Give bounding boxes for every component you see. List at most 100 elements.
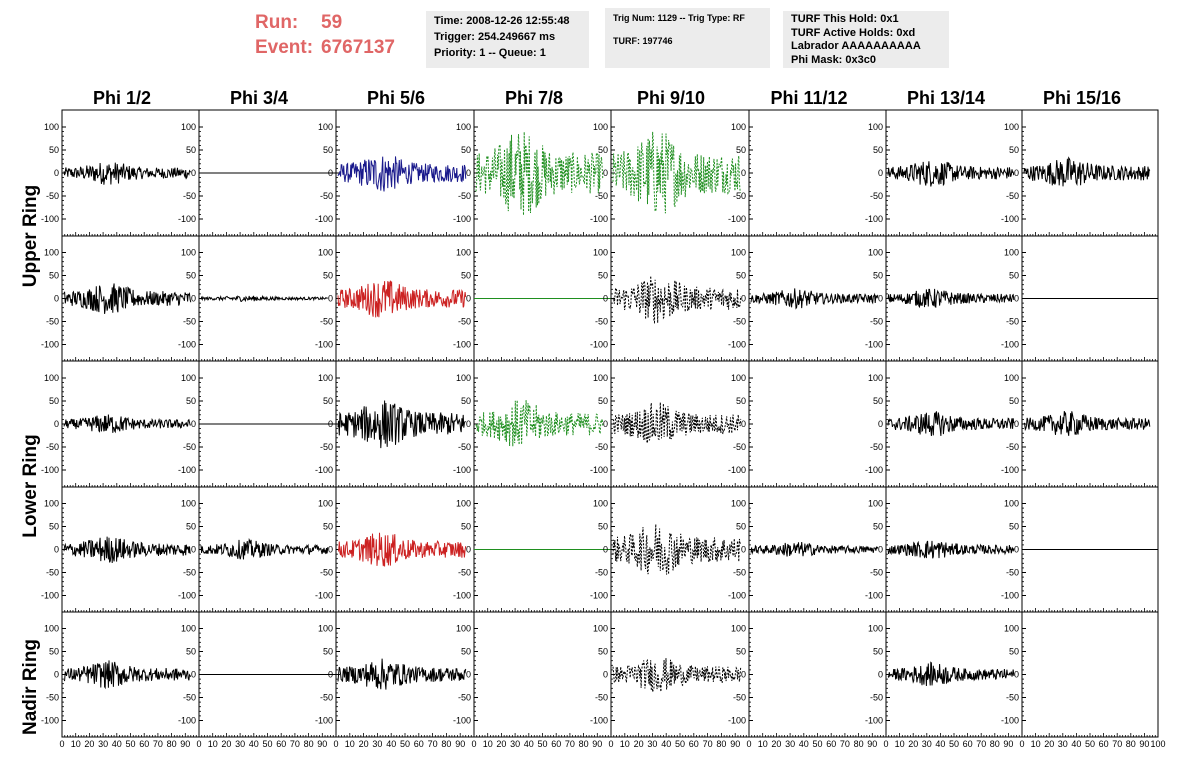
x-tick-label: 0	[59, 739, 64, 749]
x-tick-label: 50	[262, 739, 272, 749]
x-tick-label: 20	[359, 739, 369, 749]
phi-header-6: Phi 11/12	[770, 88, 848, 108]
y-tick-label: 0	[466, 419, 471, 429]
y-tick-label: 0	[741, 168, 746, 178]
x-tick-label: 60	[139, 739, 149, 749]
y-tick-label: -100	[728, 591, 746, 601]
y-tick-label: 0	[878, 670, 883, 680]
y-tick-label: -50	[46, 693, 59, 703]
y-tick-label: -100	[453, 716, 471, 726]
x-tick-label: 80	[304, 739, 314, 749]
y-tick-label: -100	[865, 340, 883, 350]
y-tick-label: 100	[868, 248, 883, 258]
y-tick-label: 50	[49, 145, 59, 155]
x-tick-label: 40	[112, 739, 122, 749]
y-tick-label: -50	[733, 317, 746, 327]
y-tick-label: 100	[456, 624, 471, 634]
x-tick-label: 90	[1003, 739, 1013, 749]
y-tick-label: -50	[320, 693, 333, 703]
y-tick-label: -50	[320, 442, 333, 452]
waveform-trace	[337, 280, 467, 318]
x-tick-label: 30	[235, 739, 245, 749]
y-tick-label: -100	[865, 591, 883, 601]
y-tick-label: -50	[458, 442, 471, 452]
y-tick-label: 0	[54, 419, 59, 429]
run-label: Run:	[255, 12, 299, 33]
x-tick-label: 70	[290, 739, 300, 749]
x-tick-label: 50	[400, 739, 410, 749]
y-tick-label: -50	[870, 693, 883, 703]
waveform-trace	[337, 400, 466, 449]
y-tick-label: 0	[191, 419, 196, 429]
y-tick-label: 100	[181, 499, 196, 509]
x-tick-label: 90	[455, 739, 465, 749]
y-tick-label: 50	[461, 522, 471, 532]
time-info-box: Time: 2008-12-26 12:55:48 Trigger: 254.2…	[426, 11, 589, 68]
waveform-trace	[200, 294, 328, 303]
y-tick-label: 0	[603, 545, 608, 555]
y-tick-label: -100	[315, 340, 333, 350]
waveform-trace	[337, 658, 467, 690]
turf-hold-line: TURF This Hold: 0x1	[791, 13, 899, 25]
y-tick-label: 0	[1014, 419, 1019, 429]
x-tick-label: 50	[125, 739, 135, 749]
x-tick-label: 50	[1085, 739, 1095, 749]
x-tick-label: 70	[976, 739, 986, 749]
y-tick-label: 50	[598, 396, 608, 406]
y-tick-label: 100	[1004, 499, 1019, 509]
y-tick-label: 100	[868, 624, 883, 634]
y-tick-label: 100	[318, 248, 333, 258]
y-tick-label: 100	[181, 248, 196, 258]
y-tick-label: 100	[456, 122, 471, 132]
y-tick-label: -50	[320, 191, 333, 201]
y-tick-label: 50	[873, 396, 883, 406]
y-tick-label: -100	[865, 214, 883, 224]
y-tick-label: 100	[593, 624, 608, 634]
x-tick-label: 60	[963, 739, 973, 749]
y-tick-label: -50	[320, 317, 333, 327]
y-tick-label: 100	[318, 499, 333, 509]
y-tick-label: -100	[41, 716, 59, 726]
x-tick-label: 50	[812, 739, 822, 749]
x-tick-label: 70	[428, 739, 438, 749]
x-tick-label: 0	[196, 739, 201, 749]
y-tick-label: -100	[865, 465, 883, 475]
y-tick-label: 0	[328, 168, 333, 178]
y-tick-label: 100	[731, 122, 746, 132]
y-tick-label: 50	[461, 647, 471, 657]
y-tick-label: 0	[54, 168, 59, 178]
x-tick-label: 40	[935, 739, 945, 749]
y-tick-label: 0	[603, 670, 608, 680]
y-tick-label: -100	[1001, 340, 1019, 350]
waveform-trace	[750, 288, 879, 310]
y-tick-label: -50	[870, 317, 883, 327]
x-tick-label: 10	[758, 739, 768, 749]
y-tick-label: 100	[868, 373, 883, 383]
y-tick-label: 100	[181, 624, 196, 634]
y-tick-label: 50	[49, 522, 59, 532]
y-tick-label: 100	[456, 248, 471, 258]
run-value: 59	[321, 12, 343, 33]
y-tick-label: -100	[1001, 591, 1019, 601]
y-tick-label: 50	[873, 647, 883, 657]
y-tick-label: 100	[181, 122, 196, 132]
phi-header-1: Phi 1/2	[92, 88, 152, 108]
x-tick-label: 60	[551, 739, 561, 749]
y-tick-label: 100	[868, 499, 883, 509]
phi-header-8: Phi 15/16	[1042, 88, 1122, 108]
y-tick-label: 0	[191, 545, 196, 555]
y-tick-label: -100	[178, 591, 196, 601]
y-tick-label: 100	[1004, 373, 1019, 383]
y-tick-label: 0	[1014, 168, 1019, 178]
y-tick-label: 0	[603, 294, 608, 304]
y-tick-label: 0	[466, 545, 471, 555]
y-tick-label: -50	[733, 191, 746, 201]
y-tick-label: -50	[1006, 693, 1019, 703]
y-tick-label: 0	[1014, 670, 1019, 680]
y-tick-label: 100	[1004, 248, 1019, 258]
waveform-trace	[63, 162, 192, 185]
phi-header-4: Phi 7/8	[504, 88, 564, 108]
y-tick-label: -100	[590, 214, 608, 224]
y-tick-label: 100	[868, 122, 883, 132]
x-tick-label: 80	[441, 739, 451, 749]
